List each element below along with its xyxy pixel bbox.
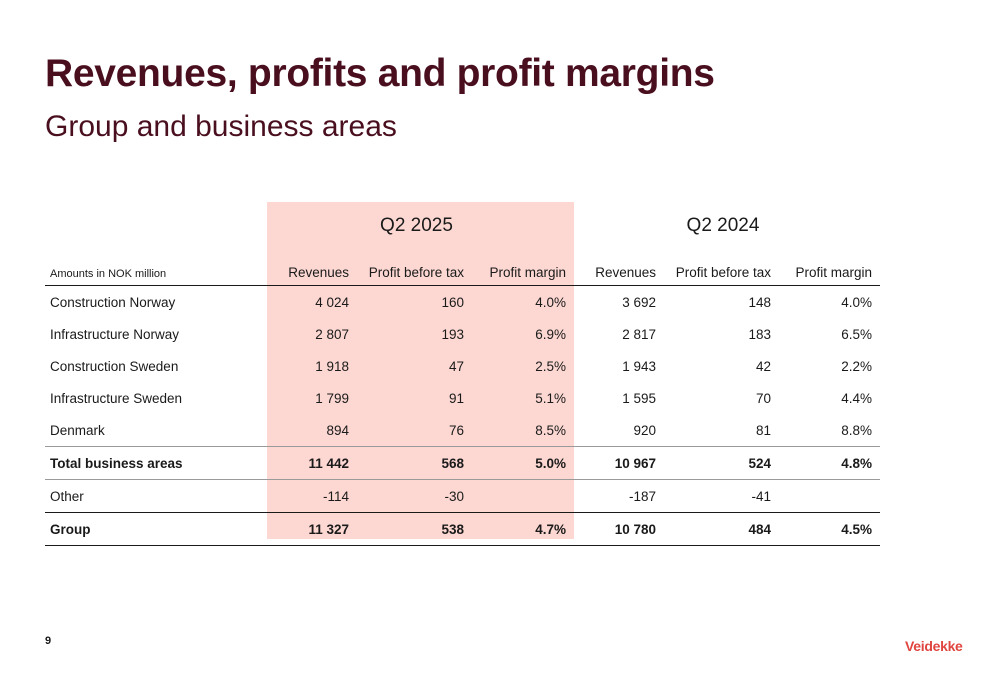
table-cell: 3 692 xyxy=(622,294,656,310)
table-cell: 2 817 xyxy=(622,326,656,342)
period-previous: Q2 2024 xyxy=(686,215,760,236)
row-label: Construction Norway xyxy=(50,294,176,310)
table-cell: 4 024 xyxy=(315,294,349,310)
table-row: Other -114 -30 -187 -41 xyxy=(45,480,880,513)
column-header: Revenues xyxy=(574,246,664,286)
table-row: Infrastructure Sweden 1 799 91 5.1% 1 59… xyxy=(45,382,880,414)
table-cell: 4.4% xyxy=(841,390,872,406)
row-label: Construction Sweden xyxy=(50,358,179,374)
table-cell: -30 xyxy=(444,488,464,504)
table-cell: 1 595 xyxy=(622,390,656,406)
table-cell: 10 967 xyxy=(574,446,664,480)
row-label: Total business areas xyxy=(45,446,267,480)
period-header-row: Q2 2025 Q2 2024 xyxy=(45,202,880,246)
table-cell: 47 xyxy=(448,358,464,374)
column-header: Profit margin xyxy=(779,246,880,286)
table-cell: 4.0% xyxy=(841,294,872,310)
table-cell: -114 xyxy=(322,488,349,504)
table-row: Infrastructure Norway 2 807 193 6.9% 2 8… xyxy=(45,318,880,350)
table-cell: 6.5% xyxy=(841,326,872,342)
table-cell: 1 799 xyxy=(315,390,349,406)
table-cell: 538 xyxy=(357,512,472,546)
financial-table: Q2 2025 Q2 2024 Amounts in NOK million R… xyxy=(45,202,880,546)
table-cell: 148 xyxy=(748,294,771,310)
row-label: Denmark xyxy=(50,422,105,438)
table-cell: 5.0% xyxy=(472,446,574,480)
column-header: Profit margin xyxy=(472,246,574,286)
table-cell: 1 918 xyxy=(315,358,349,374)
table-cell: 193 xyxy=(441,326,464,342)
page-number: 9 xyxy=(45,635,52,647)
table-cell: -41 xyxy=(751,488,771,504)
amounts-label: Amounts in NOK million xyxy=(45,246,267,286)
table-row-group: Group 11 327 538 4.7% 10 780 484 4.5% xyxy=(45,512,880,546)
table-cell: 11 327 xyxy=(267,512,357,546)
row-label: Infrastructure Norway xyxy=(50,326,180,342)
table-cell: 4.5% xyxy=(779,512,880,546)
table-cell: -187 xyxy=(628,488,656,504)
table-cell: 10 780 xyxy=(574,512,664,546)
table-cell: 91 xyxy=(448,390,464,406)
column-header-row: Amounts in NOK million Revenues Profit b… xyxy=(45,246,880,286)
column-header: Profit before tax xyxy=(664,246,779,286)
table-cell: 160 xyxy=(441,294,464,310)
table-cell xyxy=(779,480,880,513)
table-row: Construction Norway 4 024 160 4.0% 3 692… xyxy=(45,286,880,319)
slide-title: Revenues, profits and profit margins xyxy=(45,52,715,95)
table-cell xyxy=(472,480,574,513)
row-label: Other xyxy=(50,488,84,504)
table-cell: 11 442 xyxy=(267,446,357,480)
table-cell: 894 xyxy=(326,422,349,438)
table-cell: 920 xyxy=(633,422,656,438)
column-header: Revenues xyxy=(267,246,357,286)
table-cell: 76 xyxy=(448,422,464,438)
table-cell: 2.5% xyxy=(535,358,566,374)
row-label: Infrastructure Sweden xyxy=(50,390,183,406)
table-cell: 70 xyxy=(755,390,771,406)
table-cell: 183 xyxy=(748,326,771,342)
veidekke-logo: Veidekke xyxy=(905,638,963,654)
table-cell: 524 xyxy=(664,446,779,480)
table-cell: 8.8% xyxy=(841,422,872,438)
table-cell: 1 943 xyxy=(622,358,656,374)
table-cell: 81 xyxy=(755,422,771,438)
table-cell: 2 807 xyxy=(315,326,349,342)
table-cell: 4.0% xyxy=(535,294,566,310)
table-cell: 4.8% xyxy=(779,446,880,480)
table-cell: 6.9% xyxy=(535,326,566,342)
table-cell: 484 xyxy=(664,512,779,546)
table-row: Construction Sweden 1 918 47 2.5% 1 943 … xyxy=(45,350,880,382)
period-current: Q2 2025 xyxy=(380,215,453,236)
column-header: Profit before tax xyxy=(357,246,472,286)
table-cell: 568 xyxy=(357,446,472,480)
table-cell: 4.7% xyxy=(472,512,574,546)
table-cell: 42 xyxy=(755,358,771,374)
table-row-total: Total business areas 11 442 568 5.0% 10 … xyxy=(45,446,880,480)
table-cell: 2.2% xyxy=(841,358,872,374)
row-label: Group xyxy=(45,512,267,546)
table-cell: 8.5% xyxy=(535,422,566,438)
table-row: Denmark 894 76 8.5% 920 81 8.8% xyxy=(45,414,880,447)
slide-subtitle: Group and business areas xyxy=(45,110,397,143)
table-cell: 5.1% xyxy=(535,390,566,406)
